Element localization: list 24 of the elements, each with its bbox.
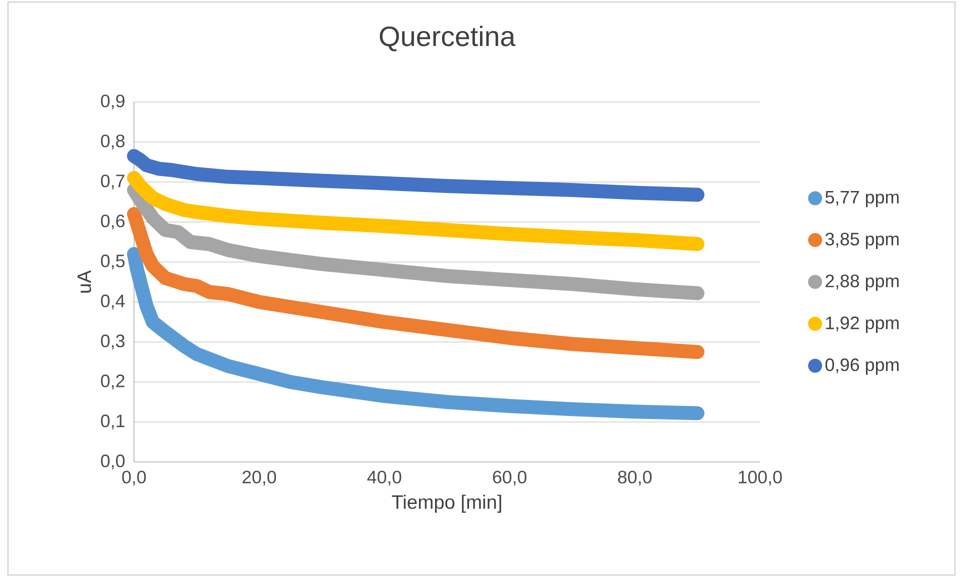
y-tick-label: 0,3 <box>100 334 125 350</box>
x-tick-label: 100,0 <box>738 470 782 486</box>
y-tick-label: 0,7 <box>100 174 124 190</box>
x-tick-label: 80,0 <box>618 470 652 486</box>
y-tick-label: 0,6 <box>100 214 125 230</box>
y-tick-label: 0,1 <box>100 414 124 430</box>
y-tick-label: 0,0 <box>100 454 125 470</box>
x-tick-label: 40,0 <box>367 470 402 486</box>
legend-label: 3,85 ppm <box>825 232 899 250</box>
y-tick-label: 0,8 <box>100 134 125 150</box>
y-tick-label: 0,2 <box>100 374 124 390</box>
legend-label: 2,88 ppm <box>826 274 899 291</box>
legend-label: 0,96 ppm <box>825 358 899 375</box>
chart-title: Quercetina <box>380 26 516 52</box>
x-axis-title: Tiempo [min] <box>392 494 502 513</box>
x-tick-label: 20,0 <box>242 470 276 486</box>
y-axis-title: uA <box>78 270 92 293</box>
y-tick-label: 0,5 <box>100 254 125 270</box>
x-tick-label: 0,0 <box>122 470 146 486</box>
y-tick-label: 0,9 <box>100 94 124 110</box>
y-tick-label: 0,4 <box>100 294 125 310</box>
x-tick-label: 60,0 <box>493 470 526 486</box>
legend-label: 1,92 ppm <box>826 316 899 333</box>
legend-label: 5,77 ppm <box>825 191 899 208</box>
